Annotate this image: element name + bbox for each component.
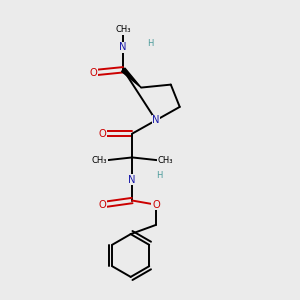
Text: N: N [119, 43, 127, 52]
Text: H: H [147, 39, 153, 48]
Text: O: O [99, 129, 106, 139]
Polygon shape [122, 68, 141, 88]
Text: N: N [152, 115, 160, 125]
Text: O: O [99, 200, 106, 210]
Text: H: H [156, 171, 162, 180]
Text: CH₃: CH₃ [116, 25, 131, 34]
Text: O: O [90, 68, 98, 78]
Text: N: N [128, 175, 136, 185]
Text: CH₃: CH₃ [92, 157, 107, 166]
Text: CH₃: CH₃ [157, 157, 172, 166]
Text: O: O [152, 200, 160, 210]
